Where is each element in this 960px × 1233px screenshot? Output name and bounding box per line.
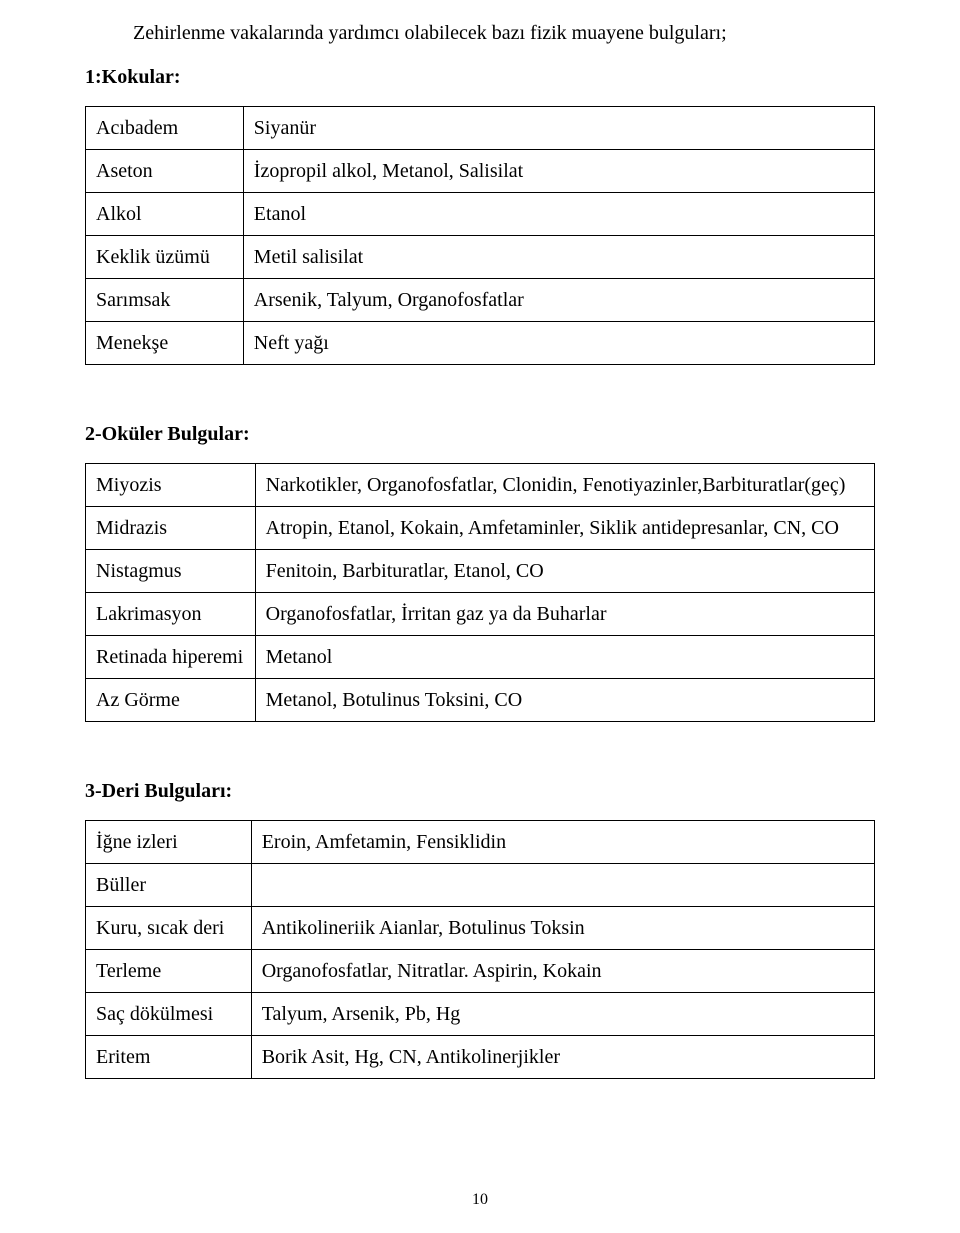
table-row: Terleme Organofosfatlar, Nitratlar. Aspi… [86, 950, 875, 993]
cell-left: Midrazis [86, 507, 256, 550]
cell-right: Metil salisilat [243, 236, 874, 279]
cell-left: Kuru, sıcak deri [86, 907, 252, 950]
cell-right: Siyanür [243, 107, 874, 150]
cell-right: İzopropil alkol, Metanol, Salisilat [243, 150, 874, 193]
cell-right: Organofosfatlar, Nitratlar. Aspirin, Kok… [251, 950, 874, 993]
section-2-heading: 2-Oküler Bulgular: [85, 419, 875, 449]
cell-right: Atropin, Etanol, Kokain, Amfetaminler, S… [255, 507, 874, 550]
table-row: Alkol Etanol [86, 193, 875, 236]
cell-left: Miyozis [86, 464, 256, 507]
table-row: İğne izleri Eroin, Amfetamin, Fensiklidi… [86, 821, 875, 864]
table-row: Az Görme Metanol, Botulinus Toksini, CO [86, 679, 875, 722]
cell-left: Retinada hiperemi [86, 636, 256, 679]
cell-right: Metanol [255, 636, 874, 679]
document-page: Zehirlenme vakalarında yardımcı olabilec… [0, 0, 960, 1233]
cell-left: Eritem [86, 1036, 252, 1079]
table-row: Lakrimasyon Organofosfatlar, İrritan gaz… [86, 593, 875, 636]
table-row: Aseton İzopropil alkol, Metanol, Salisil… [86, 150, 875, 193]
cell-right: Narkotikler, Organofosfatlar, Clonidin, … [255, 464, 874, 507]
table-row: Eritem Borik Asit, Hg, CN, Antikolinerji… [86, 1036, 875, 1079]
table-row: Kuru, sıcak deri Antikolineriik Aianlar,… [86, 907, 875, 950]
table-okuler-bulgular: Miyozis Narkotikler, Organofosfatlar, Cl… [85, 463, 875, 722]
cell-right: Fenitoin, Barbituratlar, Etanol, CO [255, 550, 874, 593]
table-row: Retinada hiperemi Metanol [86, 636, 875, 679]
cell-left: Keklik üzümü [86, 236, 244, 279]
cell-left: İğne izleri [86, 821, 252, 864]
cell-left: Acıbadem [86, 107, 244, 150]
cell-right: Etanol [243, 193, 874, 236]
cell-left: Büller [86, 864, 252, 907]
cell-left: Menekşe [86, 322, 244, 365]
cell-left: Saç dökülmesi [86, 993, 252, 1036]
cell-right: Arsenik, Talyum, Organofosfatlar [243, 279, 874, 322]
table-row: Sarımsak Arsenik, Talyum, Organofosfatla… [86, 279, 875, 322]
table-row: Miyozis Narkotikler, Organofosfatlar, Cl… [86, 464, 875, 507]
cell-right: Neft yağı [243, 322, 874, 365]
table-row: Menekşe Neft yağı [86, 322, 875, 365]
page-number: 10 [0, 1191, 960, 1209]
cell-left: Sarımsak [86, 279, 244, 322]
cell-right: Talyum, Arsenik, Pb, Hg [251, 993, 874, 1036]
cell-right [251, 864, 874, 907]
table-row: Keklik üzümü Metil salisilat [86, 236, 875, 279]
cell-right: Metanol, Botulinus Toksini, CO [255, 679, 874, 722]
cell-left: Az Görme [86, 679, 256, 722]
table-kokular: Acıbadem Siyanür Aseton İzopropil alkol,… [85, 106, 875, 365]
cell-left: Lakrimasyon [86, 593, 256, 636]
table-row: Saç dökülmesi Talyum, Arsenik, Pb, Hg [86, 993, 875, 1036]
table-row: Nistagmus Fenitoin, Barbituratlar, Etano… [86, 550, 875, 593]
table-row: Acıbadem Siyanür [86, 107, 875, 150]
cell-left: Alkol [86, 193, 244, 236]
cell-left: Aseton [86, 150, 244, 193]
cell-right: Borik Asit, Hg, CN, Antikolinerjikler [251, 1036, 874, 1079]
table-deri-bulgulari: İğne izleri Eroin, Amfetamin, Fensiklidi… [85, 820, 875, 1079]
intro-paragraph: Zehirlenme vakalarında yardımcı olabilec… [85, 18, 875, 48]
cell-left: Terleme [86, 950, 252, 993]
cell-left: Nistagmus [86, 550, 256, 593]
cell-right: Organofosfatlar, İrritan gaz ya da Buhar… [255, 593, 874, 636]
cell-right: Eroin, Amfetamin, Fensiklidin [251, 821, 874, 864]
table-row: Midrazis Atropin, Etanol, Kokain, Amfeta… [86, 507, 875, 550]
table-row: Büller [86, 864, 875, 907]
section-3-heading: 3-Deri Bulguları: [85, 776, 875, 806]
section-1-heading: 1:Kokular: [85, 62, 875, 92]
cell-right: Antikolineriik Aianlar, Botulinus Toksin [251, 907, 874, 950]
